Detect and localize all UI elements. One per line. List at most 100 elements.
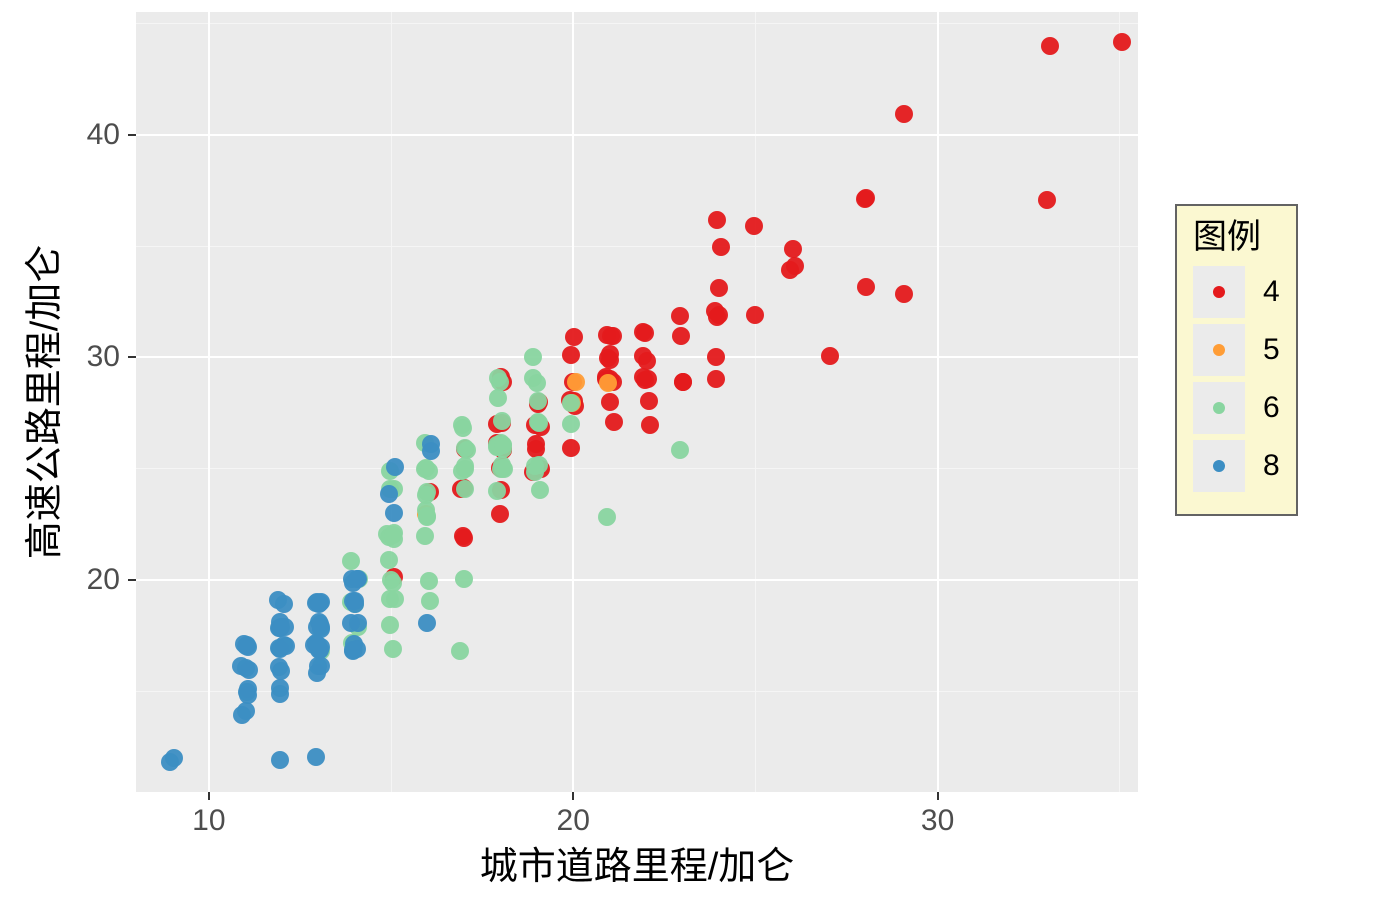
data-point: [784, 240, 802, 258]
data-point: [710, 279, 728, 297]
legend-item: 5: [1193, 324, 1280, 376]
data-point: [420, 572, 438, 590]
x-grid-minor: [1119, 12, 1120, 792]
data-point: [346, 595, 364, 613]
data-point: [422, 435, 440, 453]
scatter-chart: 图例 4568 高速公路里程/加仑 城市道路里程/加仑 102030203040: [0, 0, 1374, 899]
data-point: [233, 706, 251, 724]
y-axis-label: 高速公路里程/加仑: [26, 245, 64, 560]
data-point: [857, 189, 875, 207]
data-point: [634, 347, 652, 365]
legend-label: 5: [1263, 335, 1280, 365]
y-tick-label: 20: [87, 565, 120, 595]
data-point: [307, 748, 325, 766]
data-point: [456, 480, 474, 498]
y-tick-mark: [128, 579, 136, 581]
data-point: [344, 641, 362, 659]
data-point: [895, 285, 913, 303]
x-axis-label: 城市道路里程/加仑: [480, 848, 795, 886]
x-grid-minor: [391, 12, 392, 792]
data-point: [781, 261, 799, 279]
legend-item: 6: [1193, 382, 1280, 434]
data-point: [381, 616, 399, 634]
data-point: [421, 592, 439, 610]
data-point: [456, 460, 474, 478]
data-point: [672, 327, 690, 345]
legend-dot-icon: [1213, 402, 1225, 414]
data-point: [384, 526, 402, 544]
data-point: [384, 640, 402, 658]
y-tick-mark: [128, 356, 136, 358]
data-point: [312, 620, 330, 638]
x-tick-label: 30: [921, 806, 954, 836]
legend-box: 图例 4 5 6 8: [1175, 204, 1298, 516]
data-point: [271, 619, 289, 637]
data-point: [636, 324, 654, 342]
data-point: [270, 658, 288, 676]
data-point: [605, 413, 623, 431]
data-point: [271, 679, 289, 697]
legend-label: 4: [1263, 277, 1280, 307]
data-point: [165, 749, 183, 767]
y-grid-major: [136, 579, 1138, 581]
legend-key: [1193, 440, 1245, 492]
data-point: [708, 211, 726, 229]
data-point: [674, 373, 692, 391]
y-grid-minor: [136, 23, 1138, 24]
data-point: [562, 439, 580, 457]
data-point: [746, 306, 764, 324]
data-point: [712, 238, 730, 256]
data-point: [235, 635, 253, 653]
data-point: [380, 485, 398, 503]
data-point: [308, 664, 326, 682]
data-point: [489, 369, 507, 387]
data-point: [239, 686, 257, 704]
x-tick-mark: [937, 792, 939, 800]
x-grid-minor: [755, 12, 756, 792]
data-point: [491, 505, 509, 523]
data-point: [707, 370, 725, 388]
data-point: [454, 419, 472, 437]
data-point: [1041, 37, 1059, 55]
x-tick-mark: [208, 792, 210, 800]
data-point: [562, 394, 580, 412]
x-tick-label: 20: [557, 806, 590, 836]
data-point: [562, 346, 580, 364]
data-point: [386, 590, 404, 608]
legend-label: 8: [1263, 451, 1280, 481]
legend-label: 6: [1263, 393, 1280, 423]
data-point: [524, 369, 542, 387]
data-point: [526, 463, 544, 481]
x-grid-major: [208, 12, 210, 792]
data-point: [416, 527, 434, 545]
data-point: [895, 105, 913, 123]
data-point: [348, 570, 366, 588]
data-point: [857, 278, 875, 296]
data-point: [386, 458, 404, 476]
legend-item: 4: [1193, 266, 1280, 318]
data-point: [455, 529, 473, 547]
legend-dot-icon: [1213, 344, 1225, 356]
data-point: [420, 462, 438, 480]
x-tick-mark: [572, 792, 574, 800]
data-point: [599, 374, 617, 392]
data-point: [641, 416, 659, 434]
data-point: [524, 348, 542, 366]
legend-key: [1193, 324, 1245, 376]
data-point: [455, 570, 473, 588]
data-point: [598, 508, 616, 526]
data-point: [451, 642, 469, 660]
data-point: [707, 348, 725, 366]
data-point: [417, 501, 435, 519]
legend-item: 8: [1193, 440, 1280, 492]
data-point: [489, 389, 507, 407]
legend-dot-icon: [1213, 460, 1225, 472]
data-point: [821, 347, 839, 365]
data-point: [640, 392, 658, 410]
y-grid-minor: [136, 468, 1138, 469]
data-point: [567, 373, 585, 391]
data-point: [562, 415, 580, 433]
legend-title: 图例: [1193, 220, 1280, 254]
x-tick-label: 10: [192, 806, 225, 836]
legend-key: [1193, 266, 1245, 318]
